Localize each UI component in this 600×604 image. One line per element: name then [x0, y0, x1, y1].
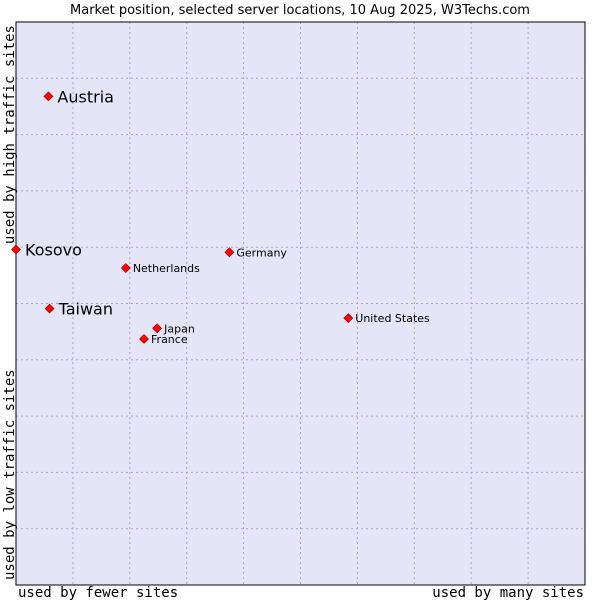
data-marker	[139, 334, 149, 344]
data-point-germany: Germany	[224, 246, 287, 259]
plot-border	[15, 21, 586, 586]
data-point-austria: Austria	[43, 87, 114, 106]
data-label: Austria	[57, 87, 114, 106]
x-axis-label-fewer-sites: used by fewer sites	[18, 585, 178, 600]
data-label: France	[151, 333, 188, 346]
data-marker	[120, 263, 131, 273]
data-point-japan: Japan	[152, 322, 195, 335]
data-label: Kosovo	[25, 240, 82, 259]
grid-lines	[15, 21, 586, 586]
data-marker	[152, 323, 163, 334]
data-label: Japan	[163, 322, 195, 335]
data-marker	[44, 303, 55, 314]
data-point-france: France	[139, 333, 188, 346]
data-label: Taiwan	[58, 300, 113, 319]
data-point-netherlands: Netherlands	[120, 262, 200, 275]
data-label: Germany	[236, 246, 287, 259]
data-point-kosovo: Kosovo	[11, 240, 82, 259]
x-axis-label-many-sites: used by many sites	[432, 585, 584, 600]
data-label: United States	[355, 312, 430, 325]
data-point-taiwan: Taiwan	[44, 300, 113, 319]
data-points: Austria Kosovo Taiwan Germany Netherlands Uni…	[11, 87, 430, 346]
y-axis-label-high-traffic: used by high traffic sites	[2, 25, 18, 244]
data-point-united-states: United States	[343, 312, 430, 325]
data-marker	[343, 313, 354, 324]
data-marker	[43, 91, 54, 102]
data-marker	[224, 247, 235, 258]
data-label: Netherlands	[133, 262, 200, 275]
y-axis-label-low-traffic: used by low traffic sites	[2, 369, 18, 580]
chart-title: Market position, selected server locatio…	[70, 3, 530, 18]
data-marker	[11, 244, 21, 255]
